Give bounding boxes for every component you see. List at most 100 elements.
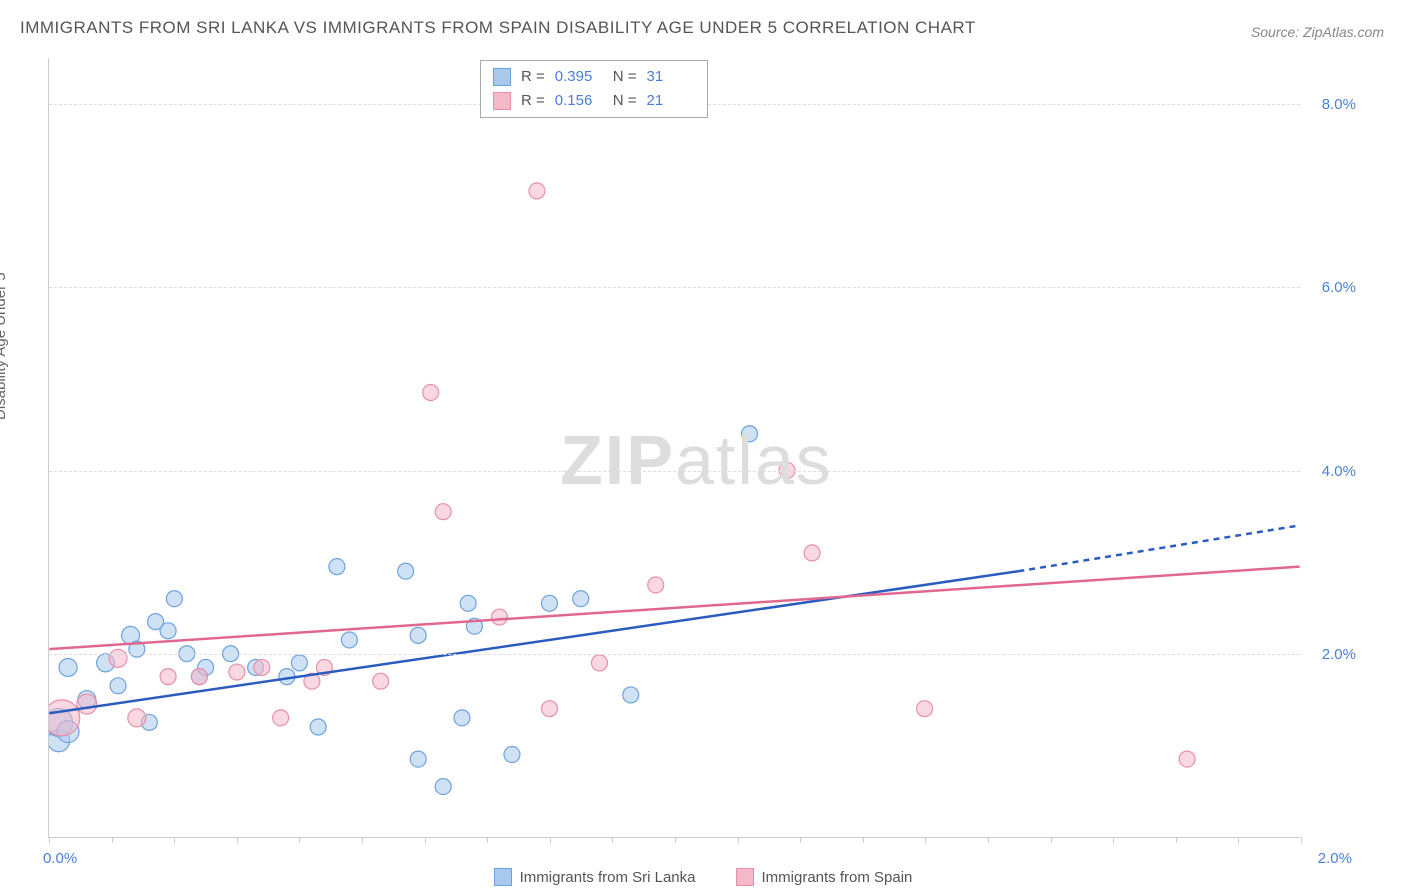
y-tick-label: 2.0% <box>1322 646 1356 663</box>
scatter-point <box>59 658 77 676</box>
stats-legend-row: R =0.156N =21 <box>493 89 695 113</box>
scatter-point <box>504 747 520 763</box>
plot-area: 2.0%4.0%6.0%8.0%0.0%2.0% <box>48 58 1300 838</box>
scatter-point <box>435 779 451 795</box>
scatter-point <box>423 385 439 401</box>
x-tick-mark <box>800 837 801 843</box>
scatter-point <box>148 614 164 630</box>
legend-swatch <box>736 868 754 886</box>
scatter-point <box>191 669 207 685</box>
scatter-point <box>591 655 607 671</box>
scatter-point <box>341 632 357 648</box>
scatter-point <box>109 649 127 667</box>
scatter-point <box>128 709 146 727</box>
scatter-point <box>273 710 289 726</box>
x-tick-mark <box>675 837 676 843</box>
source-label: Source: ZipAtlas.com <box>1251 24 1384 40</box>
x-tick-mark <box>49 837 50 843</box>
r-label: R = <box>521 89 545 113</box>
chart-title: IMMIGRANTS FROM SRI LANKA VS IMMIGRANTS … <box>20 18 976 38</box>
x-tick-label: 0.0% <box>43 850 77 867</box>
scatter-point <box>804 545 820 561</box>
x-tick-mark <box>1301 837 1302 843</box>
x-tick-mark <box>863 837 864 843</box>
scatter-point <box>329 559 345 575</box>
y-tick-label: 8.0% <box>1322 96 1356 113</box>
scatter-point <box>623 687 639 703</box>
scatter-point <box>541 701 557 717</box>
gridline <box>49 471 1300 472</box>
r-value: 0.395 <box>555 65 603 89</box>
scatter-point <box>648 577 664 593</box>
legend-swatch <box>493 68 511 86</box>
scatter-point <box>466 618 482 634</box>
legend-label: Immigrants from Spain <box>762 869 913 886</box>
scatter-point <box>573 591 589 607</box>
legend-item: Immigrants from Sri Lanka <box>494 868 696 886</box>
scatter-point <box>310 719 326 735</box>
scatter-point <box>398 563 414 579</box>
gridline <box>49 287 1300 288</box>
bottom-legend: Immigrants from Sri Lanka Immigrants from… <box>0 868 1406 886</box>
scatter-point <box>279 669 295 685</box>
n-value: 21 <box>647 89 695 113</box>
scatter-point <box>304 673 320 689</box>
scatter-point <box>917 701 933 717</box>
scatter-point <box>373 673 389 689</box>
scatter-point <box>166 591 182 607</box>
x-tick-mark <box>612 837 613 843</box>
scatter-point <box>97 654 115 672</box>
scatter-point <box>229 664 245 680</box>
scatter-point <box>1179 751 1195 767</box>
x-tick-mark <box>299 837 300 843</box>
scatter-point <box>529 183 545 199</box>
x-tick-mark <box>112 837 113 843</box>
scatter-point <box>160 669 176 685</box>
scatter-point <box>49 700 80 736</box>
legend-swatch <box>493 92 511 110</box>
scatter-point <box>435 504 451 520</box>
x-tick-mark <box>487 837 488 843</box>
scatter-point <box>122 626 140 644</box>
scatter-point <box>410 627 426 643</box>
x-tick-mark <box>174 837 175 843</box>
legend-item: Immigrants from Spain <box>736 868 913 886</box>
n-label: N = <box>613 65 637 89</box>
legend-label: Immigrants from Sri Lanka <box>520 869 696 886</box>
trend-line-dashed <box>1018 525 1299 571</box>
y-tick-label: 6.0% <box>1322 279 1356 296</box>
x-tick-mark <box>362 837 363 843</box>
n-label: N = <box>613 89 637 113</box>
scatter-point <box>49 730 70 752</box>
scatter-point <box>454 710 470 726</box>
x-tick-mark <box>237 837 238 843</box>
scatter-point <box>410 751 426 767</box>
scatter-point <box>160 623 176 639</box>
scatter-point <box>49 708 73 736</box>
scatter-point <box>77 694 97 714</box>
scatter-point <box>78 691 96 709</box>
x-tick-mark <box>988 837 989 843</box>
scatter-point <box>742 426 758 442</box>
stats-legend: R =0.395N =31R =0.156N =21 <box>480 60 708 118</box>
x-tick-mark <box>1113 837 1114 843</box>
stats-legend-row: R =0.395N =31 <box>493 65 695 89</box>
scatter-point <box>491 609 507 625</box>
scatter-point <box>191 669 207 685</box>
x-tick-mark <box>550 837 551 843</box>
scatter-point <box>57 721 79 743</box>
n-value: 31 <box>647 65 695 89</box>
x-tick-mark <box>925 837 926 843</box>
y-tick-label: 4.0% <box>1322 463 1356 480</box>
scatter-point <box>460 595 476 611</box>
scatter-point <box>110 678 126 694</box>
legend-swatch <box>494 868 512 886</box>
scatter-point <box>541 595 557 611</box>
x-tick-mark <box>1176 837 1177 843</box>
scatter-point <box>198 659 214 675</box>
scatter-point <box>248 659 264 675</box>
gridline <box>49 654 1300 655</box>
trend-line <box>49 571 1018 713</box>
scatter-point <box>291 655 307 671</box>
x-tick-mark <box>1051 837 1052 843</box>
